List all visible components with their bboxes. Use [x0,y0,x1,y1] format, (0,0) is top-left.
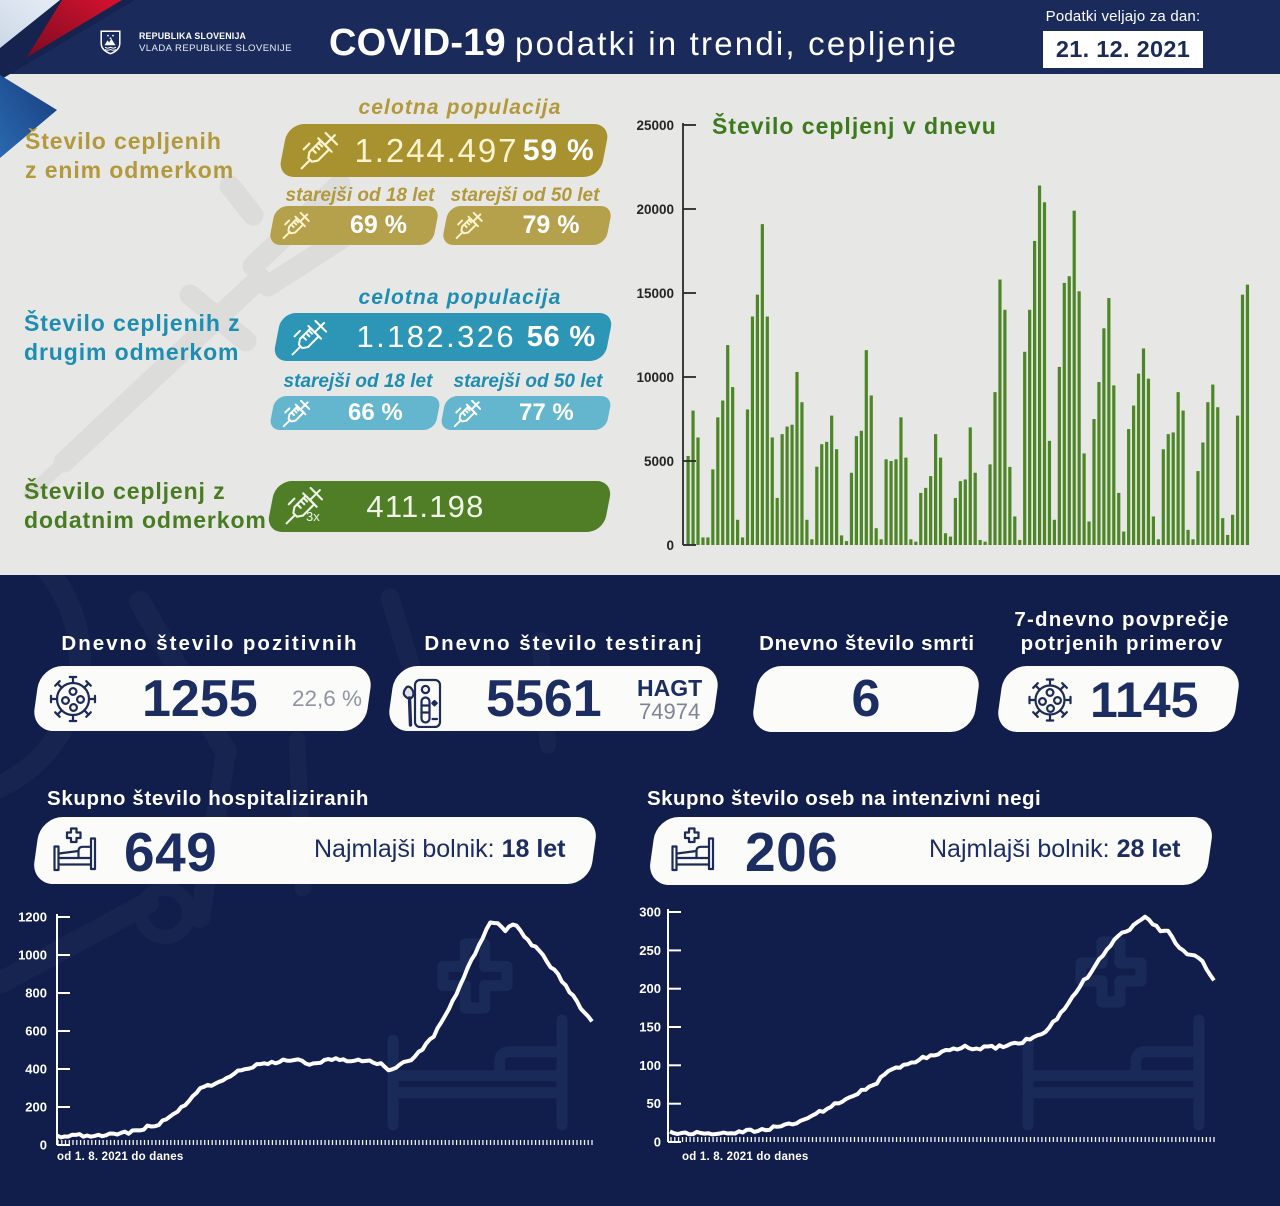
svg-text:50: 50 [647,1096,661,1111]
svg-text:800: 800 [25,986,47,1001]
svg-text:20000: 20000 [636,202,674,217]
svg-text:100: 100 [639,1058,661,1073]
svg-text:0: 0 [666,538,674,553]
svg-text:300: 300 [639,905,661,920]
svg-text:25000: 25000 [636,118,674,133]
svg-text:5000: 5000 [644,454,674,469]
svg-text:10000: 10000 [636,370,674,385]
svg-text:3x: 3x [306,509,320,524]
svg-text:150: 150 [639,1020,661,1035]
svg-text:15000: 15000 [636,286,674,301]
svg-text:0: 0 [40,1138,47,1153]
svg-text:0: 0 [654,1135,661,1150]
svg-text:1200: 1200 [18,910,47,925]
svg-text:400: 400 [25,1062,47,1077]
svg-text:200: 200 [25,1100,47,1115]
svg-text:200: 200 [639,981,661,996]
svg-text:1000: 1000 [18,948,47,963]
svg-text:250: 250 [639,943,661,958]
svg-text:600: 600 [25,1024,47,1039]
